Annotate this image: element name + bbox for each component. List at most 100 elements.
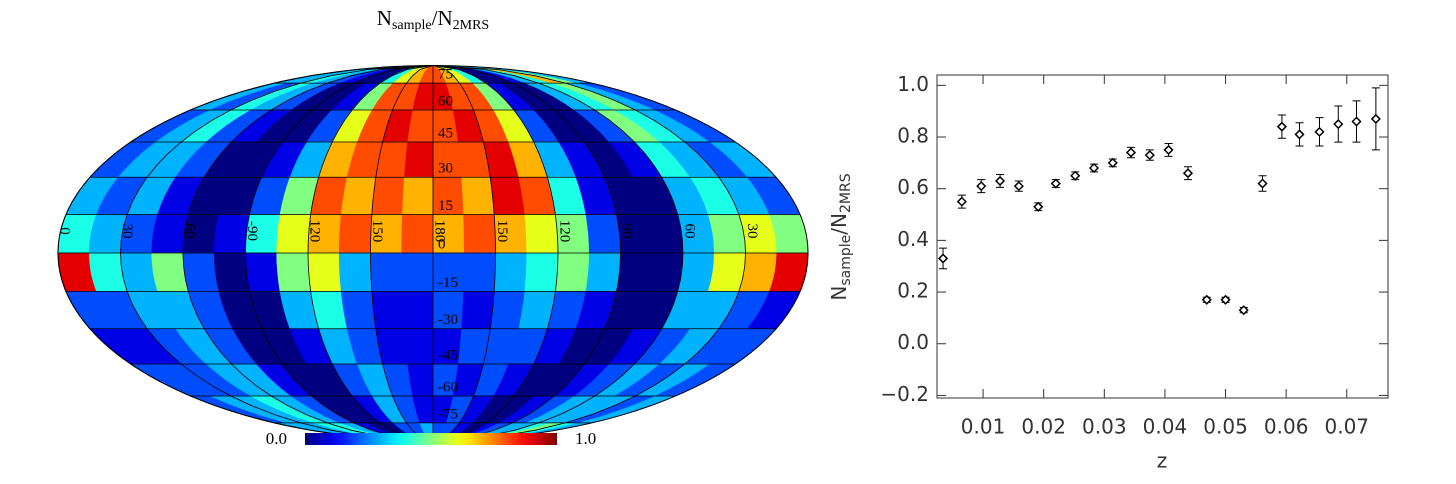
map-cell: [182, 252, 220, 292]
map-cell: [404, 328, 434, 365]
map-cell: [463, 214, 496, 254]
map-cell: [461, 291, 495, 330]
data-point: [1163, 144, 1174, 155]
y-tick-label: 1.0: [897, 72, 929, 96]
lat-label: -15: [438, 275, 458, 291]
meridian-line: [432, 65, 746, 441]
data-point: [994, 175, 1006, 187]
map-cell: [371, 291, 405, 330]
map-cell: [245, 252, 281, 292]
x-tick-label: 0.01: [961, 415, 1006, 439]
label-part: sample: [838, 235, 854, 286]
label-part: 2MRS: [838, 173, 854, 213]
map-cell: [585, 214, 621, 254]
colorbar: [305, 433, 557, 445]
data-point: [1050, 178, 1061, 189]
lon-label: 30: [744, 224, 760, 239]
meridian-line: [432, 65, 559, 441]
map-cell: [707, 252, 746, 292]
lat-label: 45: [438, 125, 453, 141]
map-cell: [555, 252, 590, 292]
map-cell: [401, 252, 434, 292]
map-cell: [370, 252, 403, 292]
label-part: /N: [827, 213, 851, 235]
map-cell: [338, 214, 373, 254]
map-cell: [461, 176, 495, 215]
x-tick-label: 0.04: [1143, 415, 1188, 439]
map-cell: [213, 252, 250, 292]
meridian-line: [432, 65, 684, 441]
map-cell: [307, 252, 342, 292]
lat-label: -30: [438, 312, 458, 328]
map-cell: [276, 252, 311, 292]
title-part: sample: [392, 18, 432, 33]
data-point: [1013, 181, 1024, 192]
data-point: [956, 196, 967, 207]
data-point: [1333, 119, 1344, 130]
lon-label: 120: [557, 220, 573, 243]
map-cell: [707, 214, 746, 254]
data-point: [1294, 129, 1305, 140]
lat-label: -60: [438, 379, 458, 395]
map-cell: [340, 176, 377, 215]
map-cell: [489, 291, 526, 330]
map-cell: [585, 252, 621, 292]
x-tick-label: 0.07: [1325, 415, 1370, 439]
meridian-line: [120, 65, 434, 441]
lon-label: 150: [494, 220, 510, 243]
title-part: N: [377, 6, 392, 30]
map-cell: [677, 252, 715, 292]
map-cell: [276, 214, 311, 254]
data-point: [1033, 201, 1044, 212]
data-point: [1182, 168, 1194, 179]
title-part: 2MRS: [453, 18, 490, 33]
lat-label: 0: [438, 236, 446, 252]
lon-label: 90: [619, 224, 635, 239]
lat-label: -45: [438, 347, 458, 363]
x-tick-label: 0.03: [1082, 415, 1127, 439]
lon-label: 150: [369, 220, 385, 243]
data-point: [1125, 147, 1137, 158]
lat-label: 60: [438, 93, 453, 109]
data-point: [1107, 157, 1118, 168]
meridian-line: [245, 65, 434, 441]
lon-label: 0: [57, 227, 73, 235]
label-part: N: [827, 286, 851, 301]
map-cell: [616, 252, 653, 292]
lon-label: 60: [182, 224, 198, 239]
data-point: [1351, 116, 1362, 127]
x-tick-label: 0.06: [1264, 415, 1309, 439]
lat-label: 30: [438, 161, 453, 177]
meridian-line: [182, 65, 434, 441]
x-tick-label: 0.02: [1021, 415, 1066, 439]
y-tick-label: 0.0: [897, 330, 929, 354]
x-axis-label: z: [1157, 449, 1168, 473]
data-point: [1088, 162, 1100, 174]
data-point: [1314, 126, 1325, 137]
lon-label: 60: [682, 224, 698, 239]
lon-label: 180: [432, 220, 448, 243]
plot-frame: [936, 74, 1389, 399]
y-axis-label: Nsample/N2MRS: [827, 173, 855, 300]
colorbar-label: 0.0: [266, 429, 287, 448]
y-tick-label: 0.8: [897, 124, 929, 148]
data-point: [1276, 121, 1287, 132]
map-cell: [463, 252, 496, 292]
lon-label: -90: [244, 221, 260, 241]
map-cell: [340, 291, 377, 330]
data-point: [938, 253, 949, 264]
x-tick-label: 0.05: [1203, 415, 1248, 439]
data-point: [1144, 150, 1155, 161]
lat-label: -75: [438, 406, 458, 422]
map-cell: [402, 176, 434, 215]
meridian-line: [307, 65, 434, 441]
data-point: [1070, 170, 1081, 181]
map-title: Nsample/N2MRS: [377, 6, 489, 33]
meridian-line: [370, 65, 434, 441]
map-cell: [402, 291, 434, 330]
y-tick-label: 0.4: [897, 227, 929, 251]
map-cell: [493, 252, 528, 292]
lat-label: 75: [438, 67, 453, 83]
lat-label: 15: [438, 198, 453, 214]
data-point: [1238, 305, 1249, 316]
